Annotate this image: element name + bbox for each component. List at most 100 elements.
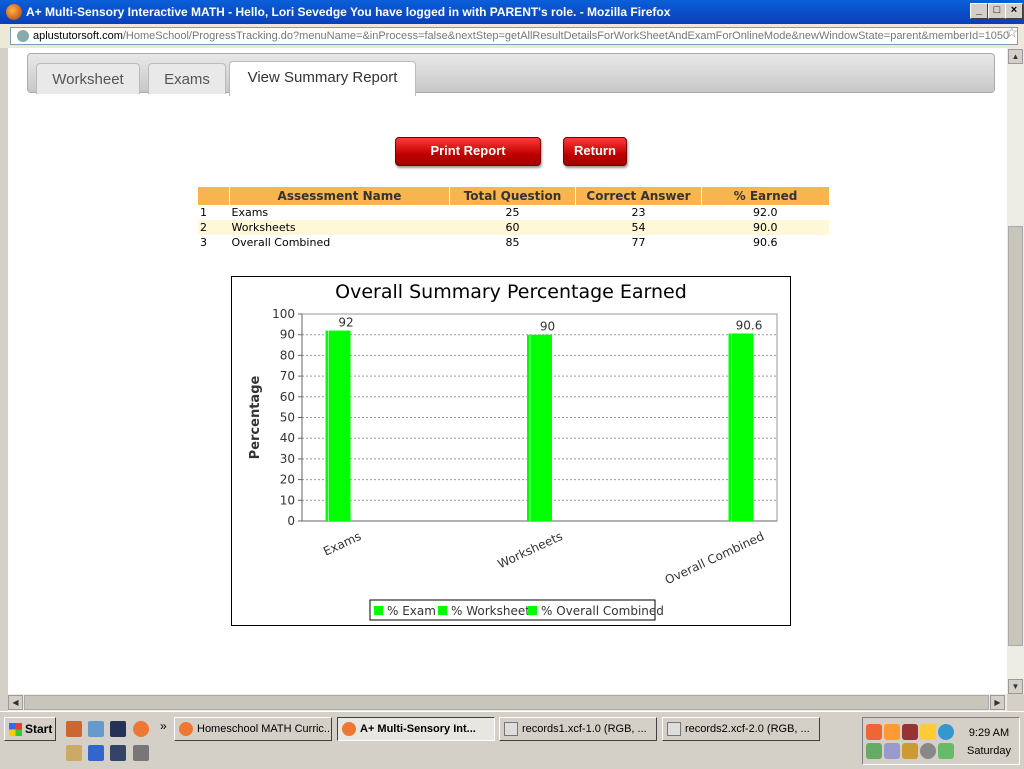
taskbar-button-label: records1.xcf-1.0 (RGB, ...	[522, 723, 647, 735]
firefox-icon	[342, 722, 356, 736]
firefox-icon	[6, 4, 22, 20]
taskbar-button-aplus[interactable]: A+ Multi-Sensory Int...	[337, 717, 495, 741]
vertical-scroll-thumb[interactable]	[1008, 226, 1023, 646]
quicklaunch-edit-icon[interactable]	[88, 745, 104, 761]
start-button[interactable]: Start	[4, 717, 56, 741]
globe-icon	[17, 30, 29, 42]
horizontal-scroll-thumb[interactable]	[24, 695, 989, 710]
windows-logo-icon	[9, 723, 22, 736]
start-label: Start	[25, 722, 53, 736]
table-row: 1 Exams 25 23 92.0	[198, 205, 829, 220]
y-tick-label: 50	[280, 411, 295, 425]
y-tick-label: 20	[280, 473, 295, 487]
y-axis-label: Percentage	[248, 376, 263, 460]
row-earned: 92.0	[753, 206, 778, 219]
bar-value-label: 90.6	[736, 318, 763, 332]
tray-usb-icon[interactable]	[902, 724, 918, 740]
tab-label: Worksheet	[52, 71, 124, 88]
row-correct-answer: 77	[631, 236, 646, 249]
chart-svg: Overall Summary Percentage Earned 0 10 20 30…	[248, 281, 778, 621]
minimize-icon[interactable]: _	[970, 3, 988, 19]
tray-network-icon[interactable]	[866, 743, 882, 759]
table-row: 2 Worksheets 60 54 90.0	[198, 220, 829, 235]
tray-security-icon[interactable]	[902, 743, 918, 759]
address-bar: aplustutorsoft.com/HomeSchool/ProgressTr…	[0, 24, 1024, 48]
scroll-right-icon[interactable]: ▶	[990, 695, 1005, 710]
legend-swatch	[438, 606, 447, 615]
bookmark-star-icon[interactable]: ☆	[1005, 24, 1018, 40]
tab-view-summary-report[interactable]: View Summary Report	[229, 61, 416, 96]
row-num: 1	[200, 206, 207, 219]
scroll-up-icon[interactable]: ▲	[1008, 49, 1023, 64]
quicklaunch-gimp-icon[interactable]	[133, 745, 149, 761]
x-tick-label: Exams	[321, 529, 363, 559]
row-num: 3	[200, 236, 207, 249]
tray-mail-icon[interactable]	[884, 743, 900, 759]
window-title-bar[interactable]: A+ Multi-Sensory Interactive MATH - Hell…	[0, 0, 1024, 24]
tray-sync-icon[interactable]	[938, 724, 954, 740]
taskbar-clock[interactable]: 9:29 AM	[968, 727, 1010, 739]
legend-swatch	[528, 606, 537, 615]
legend-label: % Overall Combined	[541, 604, 664, 618]
taskbar-button-records1[interactable]: records1.xcf-1.0 (RGB, ...	[499, 717, 657, 741]
row-earned: 90.6	[753, 236, 778, 249]
tray-warning-icon[interactable]	[920, 724, 936, 740]
system-tray	[862, 717, 1020, 765]
row-assessment-name: Worksheets	[229, 220, 450, 235]
taskbar-button-label: A+ Multi-Sensory Int...	[360, 723, 476, 735]
row-assessment-name: Overall Combined	[231, 236, 331, 249]
print-report-button[interactable]: Print Report	[395, 137, 541, 166]
y-tick-label: 30	[280, 452, 295, 466]
row-correct-answer: 23	[631, 206, 646, 219]
window-title: A+ Multi-Sensory Interactive MATH - Hell…	[26, 5, 671, 19]
image-window-icon	[504, 722, 518, 736]
quicklaunch-l-icon[interactable]	[110, 721, 126, 737]
page-viewport: Worksheet Exams View Summary Report Prin…	[8, 48, 1007, 694]
bar-value-label: 92	[338, 316, 353, 330]
taskbar-button-homeschool[interactable]: Homeschool MATH Curric...	[174, 717, 332, 741]
row-earned: 90.0	[701, 220, 829, 235]
y-tick-label: 0	[287, 514, 295, 528]
url-domain: aplustutorsoft.com	[33, 30, 123, 42]
table-row: 3 Overall Combined 85 77 90.6	[198, 235, 829, 250]
tray-antivirus-icon[interactable]	[938, 743, 954, 759]
row-total-question: 85	[505, 236, 520, 249]
tab-worksheet[interactable]: Worksheet	[36, 63, 140, 94]
tab-exams[interactable]: Exams	[148, 63, 226, 94]
bar-value-label: 90	[540, 320, 555, 334]
tray-calendar-icon[interactable]	[884, 724, 900, 740]
y-tick-label: 100	[272, 307, 295, 321]
bar	[728, 333, 754, 521]
close-icon[interactable]: ×	[1005, 3, 1023, 19]
url-path: /HomeSchool/ProgressTracking.do?menuName…	[122, 30, 1010, 42]
y-tick-label: 40	[280, 431, 295, 445]
quicklaunch-calc-icon[interactable]	[88, 721, 104, 737]
table-header-row: Assessment Name Total Question Correct A…	[198, 187, 829, 205]
return-button[interactable]: Return	[563, 137, 627, 166]
taskbar-button-label: Homeschool MATH Curric...	[197, 723, 332, 735]
y-tick-label: 10	[280, 493, 295, 507]
y-tick-label: 70	[280, 369, 295, 383]
tray-app-icon[interactable]	[866, 724, 882, 740]
scroll-left-icon[interactable]: ◀	[8, 695, 23, 710]
url-input[interactable]: aplustutorsoft.com/HomeSchool/ProgressTr…	[10, 27, 1018, 45]
image-window-icon	[667, 722, 681, 736]
row-assessment-name: Exams	[231, 206, 269, 219]
maximize-icon[interactable]: □	[988, 3, 1006, 19]
col-header-num	[198, 187, 230, 205]
quicklaunch-more-icon[interactable]: »	[160, 719, 167, 733]
quicklaunch-app-icon[interactable]	[66, 721, 82, 737]
taskbar-button-records2[interactable]: records2.xcf-2.0 (RGB, ...	[662, 717, 820, 741]
quicklaunch-firefox-icon[interactable]	[133, 721, 149, 737]
tray-speaker-icon[interactable]	[920, 743, 936, 759]
scroll-down-icon[interactable]: ▼	[1008, 679, 1023, 694]
quicklaunch-tool-icon[interactable]	[110, 745, 126, 761]
summary-table: Assessment Name Total Question Correct A…	[198, 187, 829, 250]
chart-title: Overall Summary Percentage Earned	[335, 281, 687, 303]
quicklaunch-folder-icon[interactable]	[66, 745, 82, 761]
firefox-icon	[179, 722, 193, 736]
col-header-total-question: Total Question	[449, 187, 576, 205]
taskbar-button-label: records2.xcf-2.0 (RGB, ...	[685, 723, 810, 735]
row-correct-answer: 54	[575, 220, 702, 235]
x-tick-label: Overall Combined	[663, 529, 767, 587]
